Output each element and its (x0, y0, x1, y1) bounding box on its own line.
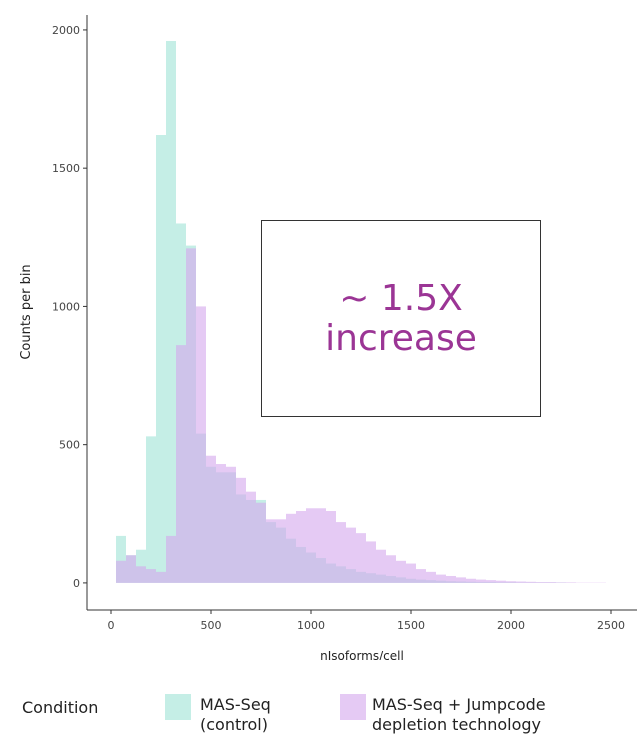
histogram-bar (166, 40, 176, 583)
histogram-bar (186, 248, 196, 583)
histogram-bar (376, 549, 386, 583)
y-tick-label: 500 (59, 439, 80, 452)
legend-swatch (165, 694, 191, 720)
histogram-bar (446, 575, 456, 583)
histogram-bar (386, 555, 396, 583)
histogram-bar (226, 466, 236, 583)
y-tick-label: 1500 (52, 162, 80, 175)
histogram-bar (126, 555, 136, 583)
legend-label: MAS-Seq + Jumpcode depletion technology (372, 695, 546, 734)
legend-title: Condition (22, 698, 99, 717)
histogram-bar (516, 581, 526, 583)
x-tick-label: 1000 (297, 619, 325, 632)
histogram-bar (176, 345, 186, 583)
histogram-bar (506, 581, 516, 583)
histogram-bar (216, 464, 226, 583)
x-axis-label: nIsoforms/cell (320, 649, 404, 660)
histogram-bar (136, 566, 146, 583)
histogram-bar (326, 511, 336, 583)
histogram-bar (476, 579, 486, 583)
histogram-bar (426, 571, 436, 583)
histogram-bar (566, 582, 576, 583)
histogram-bar (246, 491, 256, 583)
y-tick-label: 1000 (52, 300, 80, 313)
histogram-bar (236, 477, 246, 583)
histogram-bar (366, 541, 376, 583)
histogram-bar (286, 513, 296, 583)
legend-label: MAS-Seq (control) (200, 695, 271, 734)
x-tick-label: 0 (108, 619, 115, 632)
histogram-bar (306, 508, 316, 583)
histogram-bar (146, 436, 156, 583)
histogram-bar (266, 519, 276, 583)
histogram-bar (146, 569, 156, 583)
histogram-bar (436, 574, 446, 583)
annotation: ~ 1.5X increase (261, 220, 541, 417)
histogram-bar (456, 577, 466, 583)
x-tick-label: 500 (201, 619, 222, 632)
histogram-bar (156, 571, 166, 583)
histogram-bar (336, 522, 346, 583)
histogram-bar (396, 560, 406, 583)
histogram-bar (496, 580, 506, 583)
y-tick-label: 2000 (52, 24, 80, 37)
histogram-bar (166, 535, 176, 583)
histogram-bar (416, 569, 426, 583)
histogram-bar (116, 560, 126, 583)
histogram-bar (316, 508, 326, 583)
histogram-bar (116, 535, 126, 583)
histogram-bar (526, 581, 536, 583)
y-tick-label: 0 (73, 577, 80, 590)
x-tick-label: 1500 (397, 619, 425, 632)
histogram-bar (536, 582, 546, 583)
histogram-bar (276, 519, 286, 583)
histogram-bar (156, 134, 166, 583)
histogram-bar (346, 527, 356, 583)
histogram-bar (406, 563, 416, 583)
histogram-bar (296, 511, 306, 583)
histogram-bar (486, 580, 496, 583)
histogram-bar (546, 582, 556, 583)
chart: Counts per bin nIsoforms/cell 0 500 1000 15… (19, 15, 637, 660)
histogram-bar (256, 502, 266, 583)
histogram-bar (466, 578, 476, 583)
histogram-bar (556, 582, 566, 583)
histogram-bar (206, 455, 216, 583)
histogram-bar (356, 533, 366, 583)
y-axis-label: Counts per bin (19, 264, 34, 359)
x-tick-label: 2500 (597, 619, 625, 632)
histogram-bar (196, 306, 206, 583)
x-tick-label: 2000 (497, 619, 525, 632)
legend-swatch (340, 694, 366, 720)
